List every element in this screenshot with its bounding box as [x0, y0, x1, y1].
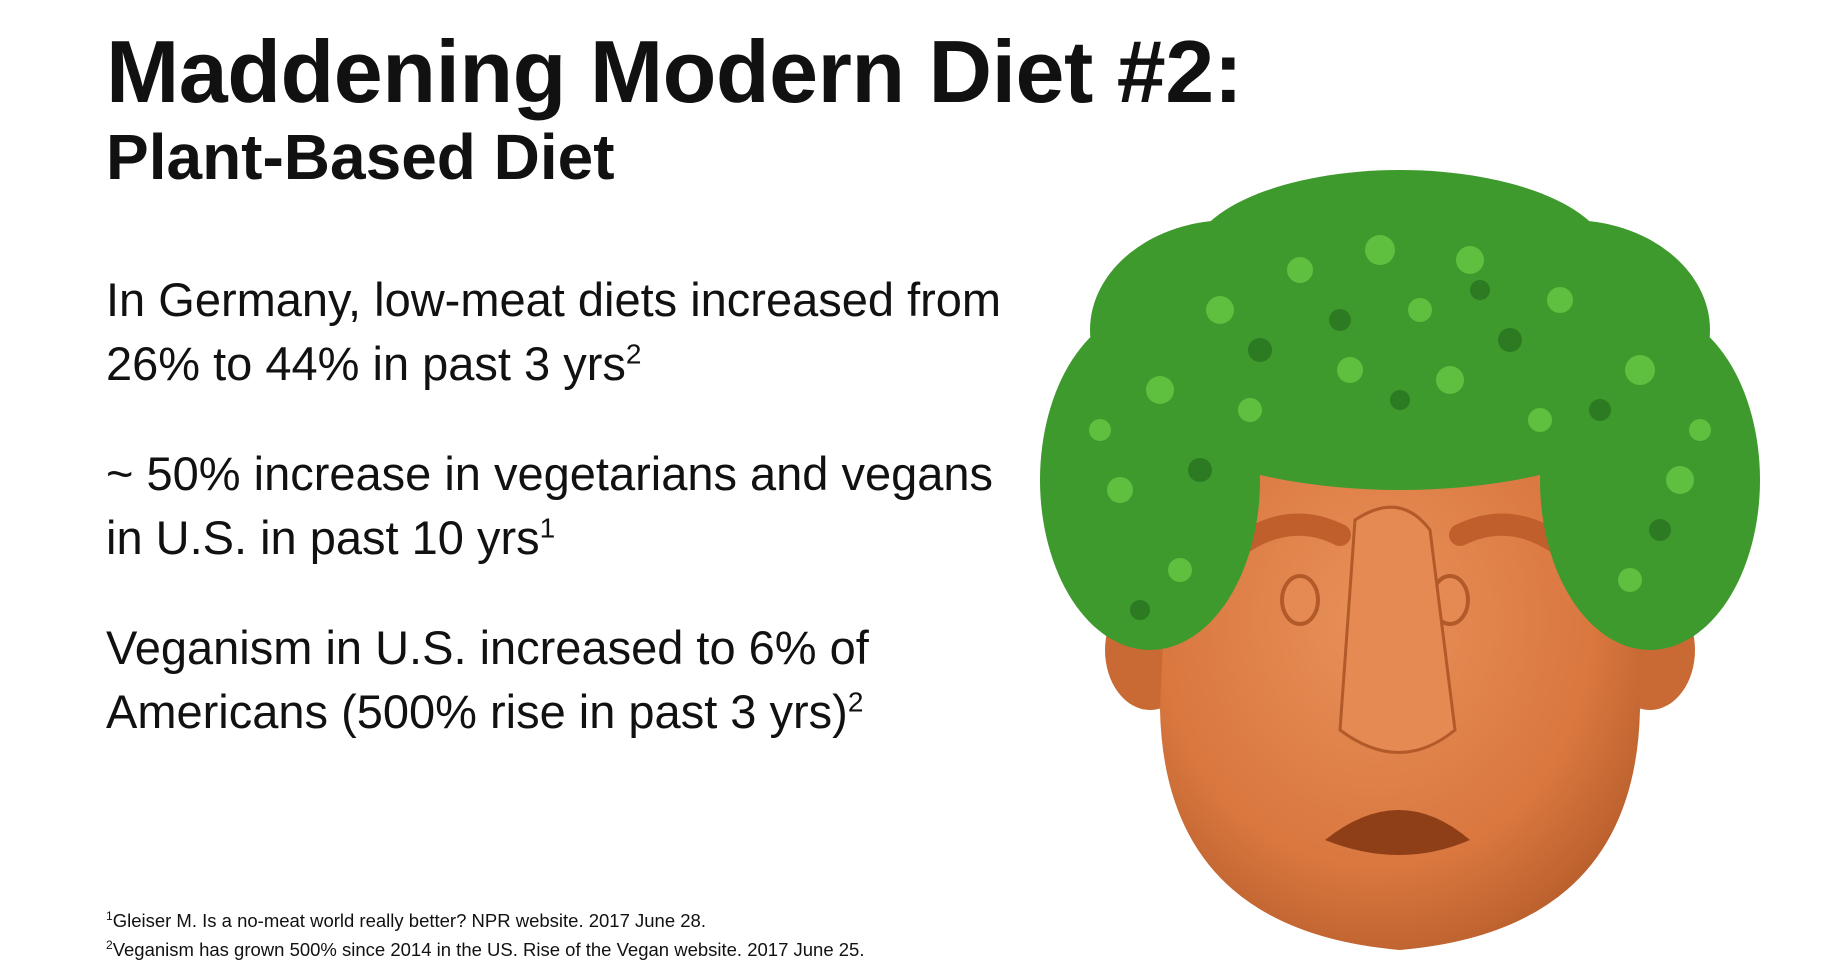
bullet-item: Veganism in U.S. increased to 6% of Amer…: [106, 616, 1006, 744]
slide-title: Maddening Modern Diet #2:: [106, 22, 1243, 121]
bullet-text: ~ 50% increase in vegetarians and vegans…: [106, 447, 994, 564]
nose: [1338, 505, 1457, 754]
citation-marker: 2: [847, 686, 864, 718]
reference-text: Gleiser M. Is a no-meat world really bet…: [112, 910, 706, 931]
citation-marker: 1: [539, 512, 556, 544]
mouth: [1325, 810, 1470, 855]
reference-item: 2Veganism has grown 500% since 2014 in t…: [106, 935, 1086, 964]
bullet-text: In Germany, low-meat diets increased fro…: [106, 273, 1002, 390]
references: 1Gleiser M. Is a no-meat world really be…: [106, 906, 1086, 964]
sprout-shadows: [1130, 280, 1671, 620]
slide-subtitle: Plant-Based Diet: [106, 121, 615, 193]
chia-pet-head-icon: [1040, 170, 1760, 950]
left-eye: [1280, 574, 1320, 626]
reference-number: 1: [106, 908, 113, 923]
sprout-highlights: [1089, 235, 1711, 592]
citation-marker: 2: [625, 338, 642, 370]
bullet-text: Veganism in U.S. increased to 6% of Amer…: [106, 621, 869, 738]
bullet-item: ~ 50% increase in vegetarians and vegans…: [106, 442, 1006, 570]
bullet-item: In Germany, low-meat diets increased fro…: [106, 268, 1006, 396]
reference-text: Veganism has grown 500% since 2014 in th…: [112, 939, 865, 960]
bullet-list: In Germany, low-meat diets increased fro…: [106, 268, 1006, 790]
reference-item: 1Gleiser M. Is a no-meat world really be…: [106, 906, 1086, 935]
reference-number: 2: [106, 937, 113, 952]
